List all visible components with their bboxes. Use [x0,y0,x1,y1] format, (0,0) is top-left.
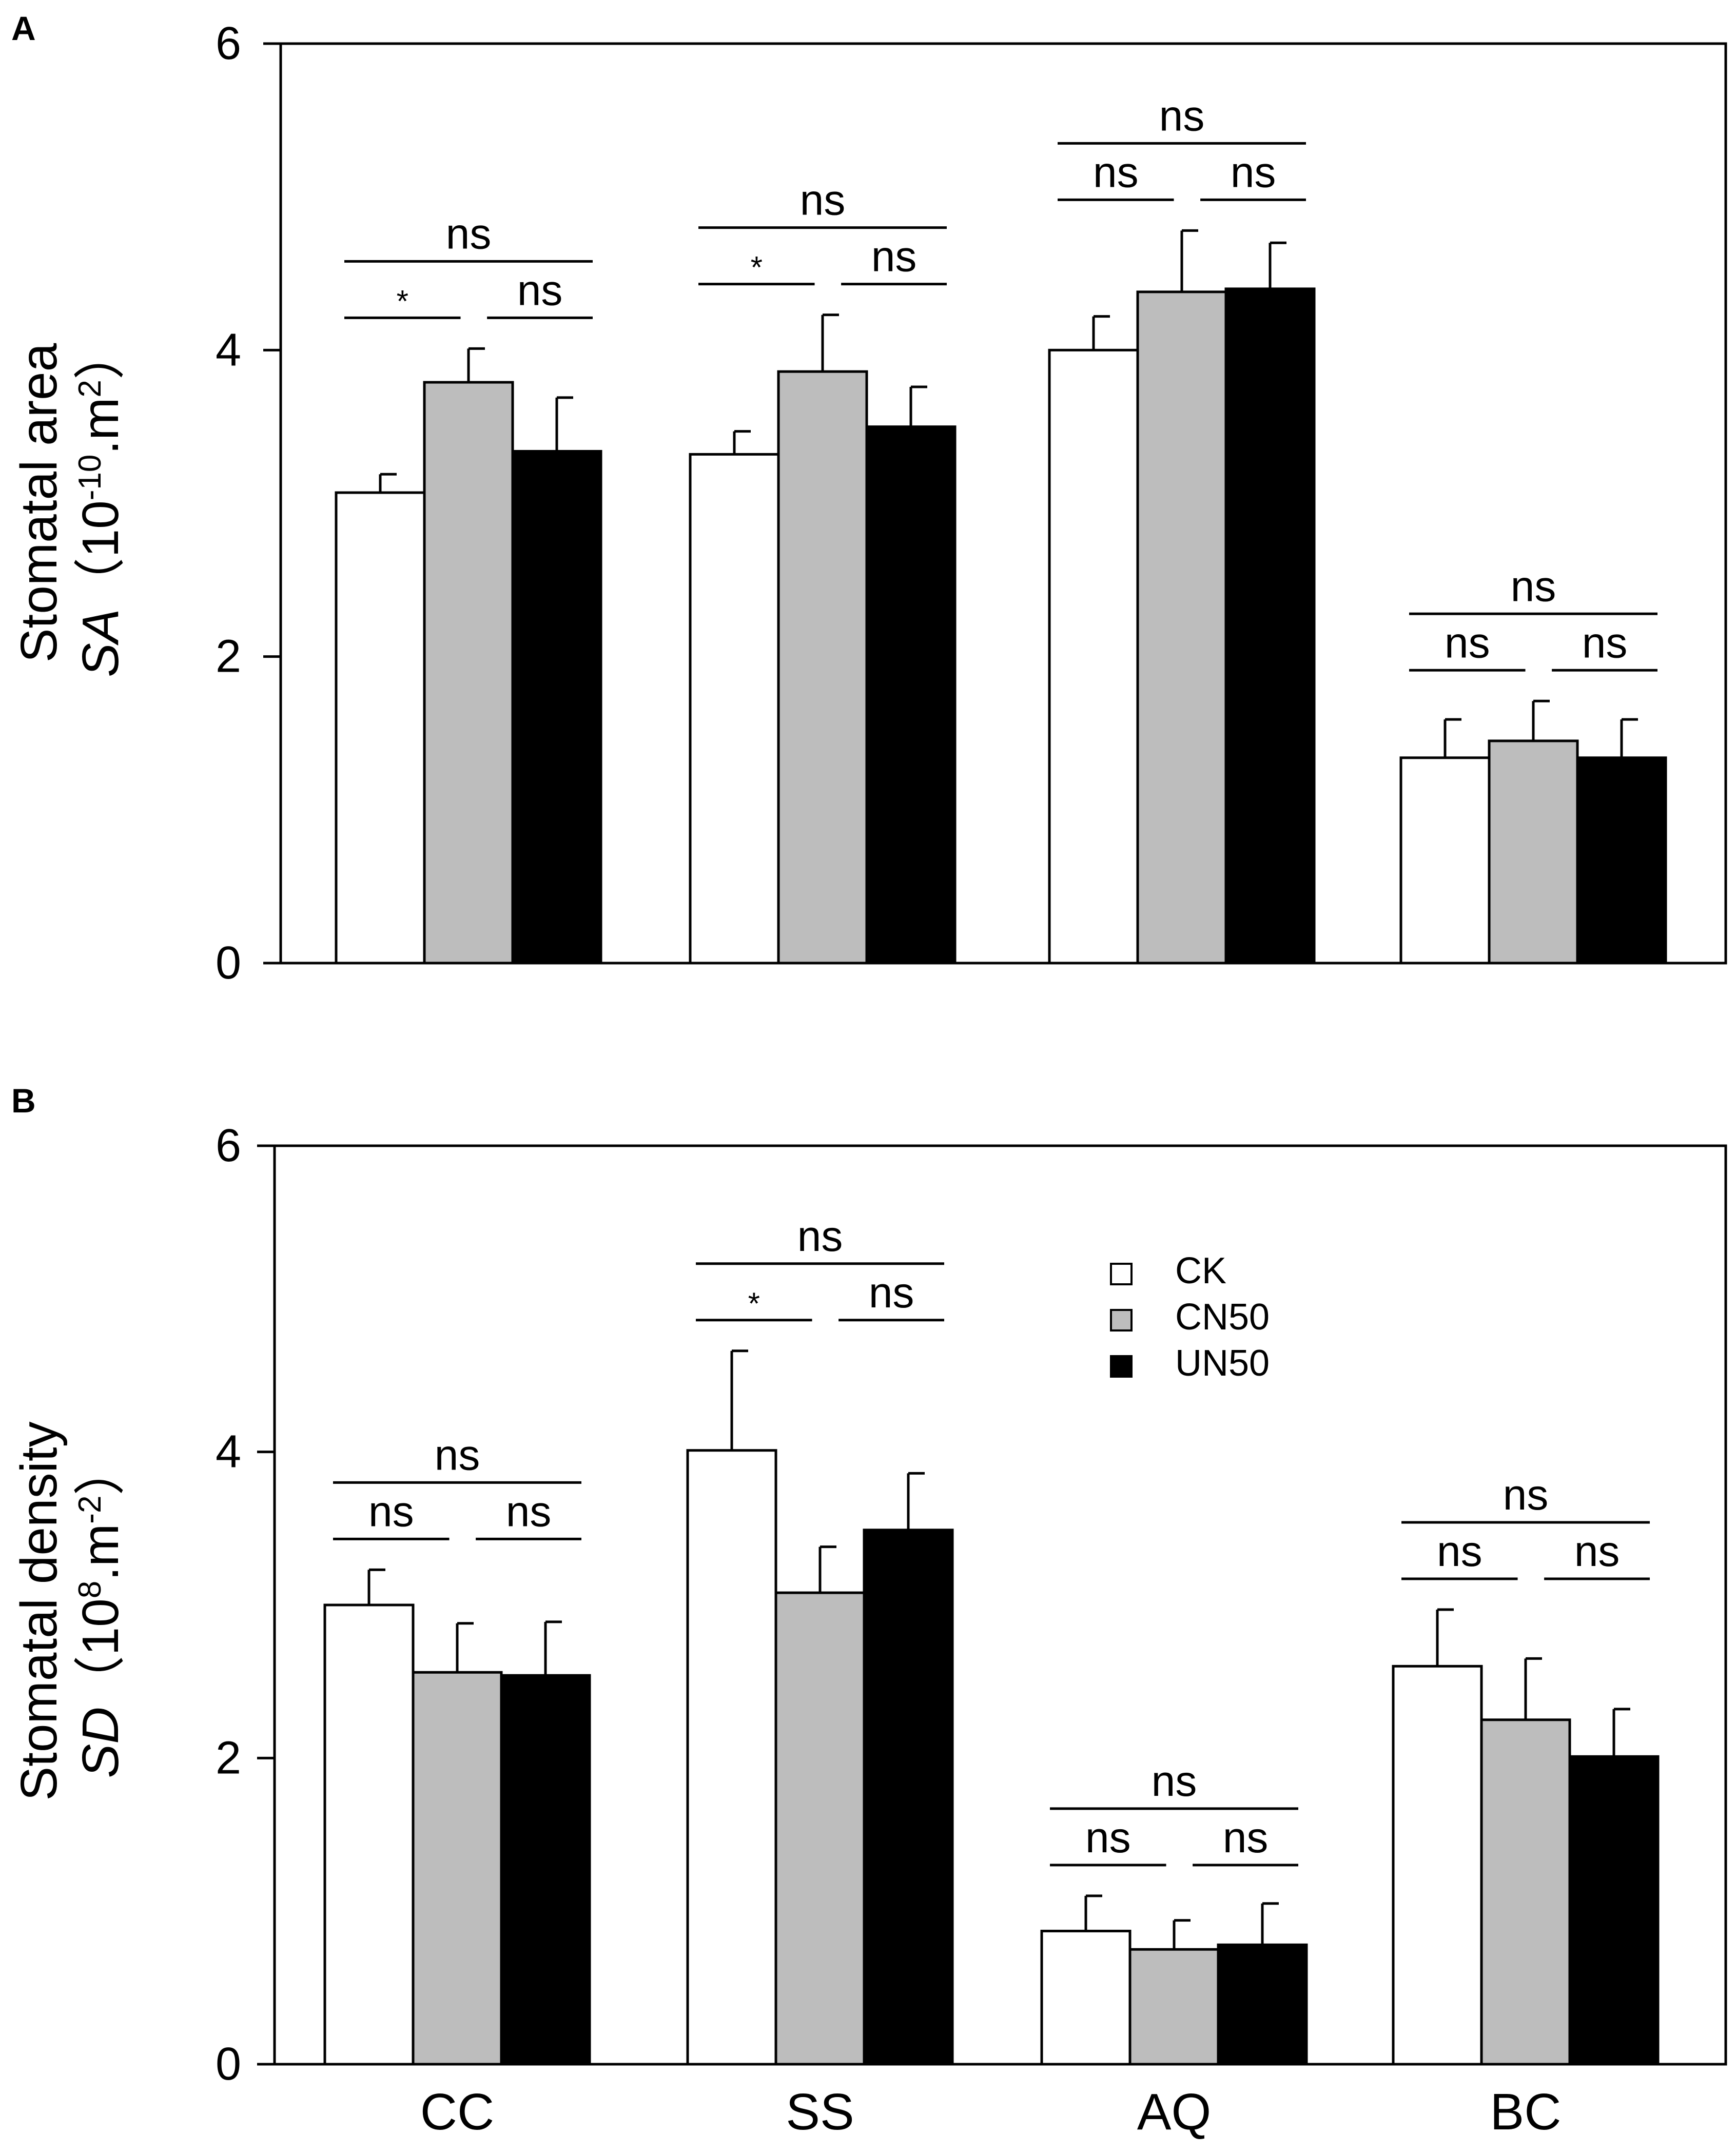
panel-a-bar-aq-ck [1048,348,1139,965]
panel-a-y-axis-label: Stomatal area SA（10-10.m2） [10,328,129,677]
panel-b-bar-ss-ck [686,1449,777,2066]
panel-a-sig-label-left: ns [1445,618,1490,667]
panel-b-x-tick-label-bc: BC [1490,2083,1562,2141]
panel-b-x-tick-label-aq: AQ [1137,2083,1211,2141]
panel-b-x-tick-label-cc: CC [420,2083,494,2141]
legend-label-un50: UN50 [1175,1343,1270,1384]
panel-b-bar-cc-cn50 [412,1671,503,2066]
panel-a-sig-label-top: ns [800,176,846,224]
panel-b-bar-aq-ck [1040,1929,1132,2066]
panel-b-sig-label-top: ns [435,1431,480,1479]
panel-a-bar-aq-cn50 [1136,290,1227,965]
panel-b-y-tick-label: 4 [216,1426,241,1478]
panel-a-bar-cc-cn50 [423,381,514,965]
panel-b-bar-cc-ck [323,1603,415,2066]
legend: CK CN50 UN50 [1110,1250,1270,1384]
panel-a-sig-label-right: ns [1231,148,1276,196]
panel-a-sig-label-right: ns [1582,618,1628,667]
panel-b-y-tick-label: 0 [216,2039,241,2090]
panel-a-sig-label-right: ns [871,232,917,281]
panel-b-x-ticks: CC SS AQ BC [420,2083,1562,2141]
panel-b-bar-bc-cn50 [1480,1718,1571,2066]
panel-b-bar-bc-ck [1392,1665,1483,2066]
panel-a-bar-bc-ck [1399,756,1491,965]
panel-a-plot-frame [279,42,1727,965]
panel-a-bar-bc-cn50 [1488,739,1579,965]
panel-a-sig-label-top: ns [1159,91,1205,140]
panel-b-x-tick-label-ss: SS [786,2083,854,2141]
panel-a-y-tick-label: 2 [216,631,241,682]
panel-b-plot-frame [273,1144,1727,2066]
panel-b-error-bars [367,1349,1630,1950]
panel-a-bars [335,287,1667,965]
panel-b-sig-label-right: ns [869,1268,914,1317]
panel-a-y-axis-title: Stomatal area [10,343,68,662]
legend-swatch-un50 [1110,1355,1133,1378]
panel-b-sig-label-right: ns [506,1487,552,1535]
panel-b-sig-label-left: ns [1085,1813,1131,1862]
panel-b-y-ticks: 0 2 4 6 [216,1120,275,2090]
panel-b-sig-label-left: ns [1437,1527,1483,1575]
panel-b-y-axis-units: SD（108.m-2） [72,1444,129,1778]
legend-swatch-ck [1110,1263,1133,1285]
panel-a-bar-ss-un50 [865,425,957,965]
panel-a-bar-ss-cn50 [777,370,868,965]
panel-a-y-tick-label: 0 [216,937,241,989]
panel-b-sig-label-right: ns [1223,1813,1269,1862]
panel-a-bar-bc-un50 [1576,756,1667,965]
panel-a-bar-ss-ck [689,453,780,965]
panel-a-error-bars [379,229,1638,758]
legend-label-ck: CK [1175,1250,1226,1291]
panel-b-sig-label-top: ns [797,1212,843,1260]
panel-a-bar-cc-un50 [511,449,602,965]
panel-a-sig-label-top: ns [1511,562,1556,610]
panel-b-sig-label-left: ns [368,1487,414,1535]
panel-a-y-tick-label: 4 [216,324,241,376]
legend-swatch-cn50 [1110,1309,1133,1331]
panel-b-bar-ss-cn50 [774,1591,866,2066]
panel-b-bar-aq-cn50 [1128,1948,1220,2066]
panel-b-bar-cc-un50 [500,1674,591,2066]
panel-b-y-axis-title: Stomatal density [10,1421,68,1800]
legend-label-cn50: CN50 [1175,1297,1270,1338]
panel-b-sig-label-top: ns [1503,1471,1549,1519]
panel-a-y-tick-label: 6 [216,18,241,69]
panel-b-bar-ss-un50 [863,1529,954,2066]
panel-b-sig-label-right: ns [1574,1527,1620,1575]
panel-a-letter: A [11,9,36,47]
panel-b-bar-aq-un50 [1217,1943,1308,2066]
panel-b-bar-bc-un50 [1568,1755,1660,2066]
panel-b-y-tick-label: 6 [216,1120,241,1171]
panel-b-y-axis-label: Stomatal density SD（108.m-2） [10,1421,129,1800]
panel-a-sig-label-top: ns [446,209,492,258]
panel-b-letter: B [11,1082,36,1120]
panel-a-sig-label-right: ns [517,266,563,314]
panel-a-sig-label-left: ns [1093,148,1139,196]
panel-a-bar-cc-ck [335,491,426,965]
panel-a-sig-label-left: * [751,250,763,285]
panel-b-sig-label-top: ns [1152,1757,1197,1805]
panel-a-y-axis-units: SA（10-10.m2） [72,328,129,677]
panel-b-y-tick-label: 2 [216,1732,241,1784]
panel-a-bar-aq-un50 [1224,287,1316,965]
panel-a-y-ticks: 0 2 4 6 [216,18,281,989]
panel-a-sig-label-left: * [397,284,408,318]
panel-b-sig-label-left: * [748,1286,760,1321]
panel-b-bars [323,1449,1660,2066]
